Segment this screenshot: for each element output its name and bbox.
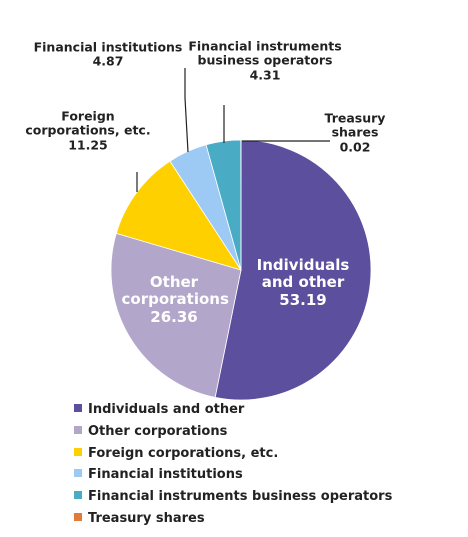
legend-label: Foreign corporations, etc. <box>88 445 279 461</box>
data-label: Individuals and other 53.19 <box>246 257 361 309</box>
legend-swatch <box>74 425 82 434</box>
data-label-value: 53.19 <box>279 290 327 309</box>
legend-label: Treasury shares <box>88 511 205 526</box>
pie-slice <box>214 139 372 401</box>
data-label: Financial instruments business operators… <box>175 39 355 82</box>
slices <box>110 139 372 401</box>
pie-slice <box>110 232 242 398</box>
pie-slice <box>115 160 242 271</box>
legend-entry: Foreign corporations, etc. <box>74 446 278 461</box>
data-label: Other corporations 26.36 <box>121 273 229 326</box>
data-label-value: 4.31 <box>249 67 281 83</box>
leader-lines <box>136 68 330 192</box>
legend-swatch <box>74 447 82 456</box>
data-label-value: 0.02 <box>339 139 371 155</box>
data-label: Financial institutions 4.87 <box>23 39 193 70</box>
legend-entry: Financial institutions <box>74 467 243 482</box>
legend-label: Financial instruments business operators <box>88 489 393 505</box>
legend-label: Financial institutions <box>88 467 243 483</box>
legend-swatch <box>74 513 82 521</box>
leader-line <box>184 68 189 153</box>
legend-entry: Treasury shares <box>74 511 205 526</box>
legend-entry: Financial instruments business operators <box>74 489 392 504</box>
data-label-name: Individuals and other <box>256 256 350 292</box>
legend-entry: Other corporations <box>74 424 227 439</box>
data-label-name: Other corporations <box>121 273 229 309</box>
legend-swatch <box>74 469 82 478</box>
legend-label: Individuals and other <box>88 402 245 417</box>
data-label-name: Financial instruments business operators <box>188 38 342 68</box>
data-label-name: Foreign corporations, etc. <box>25 108 151 138</box>
legend-entry: Individuals and other <box>74 402 244 417</box>
legend-swatch <box>74 404 82 412</box>
data-label-value: 4.87 <box>92 54 124 69</box>
data-label: Treasury shares 0.02 <box>315 111 395 154</box>
data-label-value: 11.25 <box>68 137 108 153</box>
legend-swatch <box>74 491 82 500</box>
data-label-name: Treasury shares <box>324 110 386 140</box>
data-label-name: Financial institutions <box>33 39 183 55</box>
data-label: Foreign corporations, etc. 11.25 <box>23 109 153 152</box>
data-label-value: 26.36 <box>150 307 198 326</box>
legend-label: Other corporations <box>88 423 228 439</box>
